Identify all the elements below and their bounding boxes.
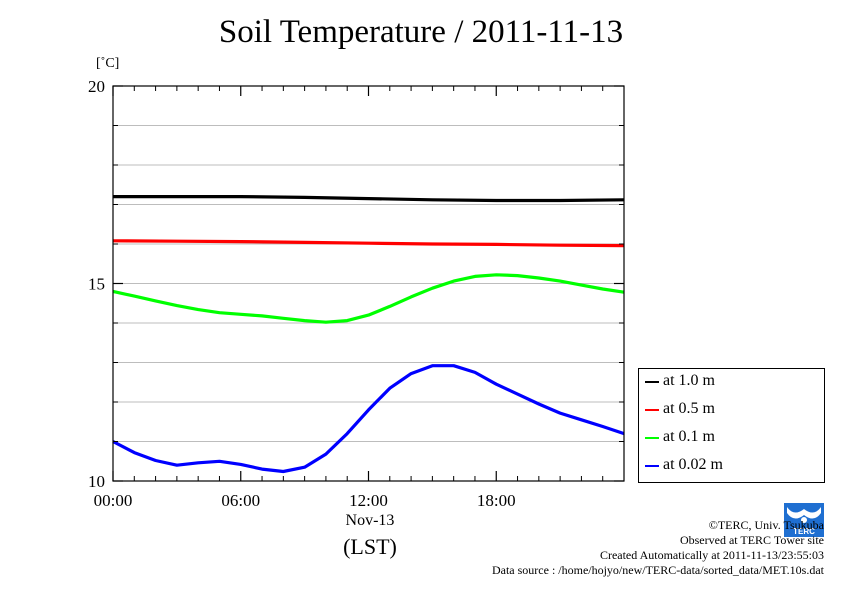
axis-ticks: 10 15 20 00:00 06:00 12:00 18:00 — [88, 77, 624, 510]
x-tick-label: 06:00 — [221, 491, 260, 510]
legend-label: at 0.1 m — [663, 428, 715, 445]
legend-swatch-blue — [645, 465, 659, 467]
chart-legend: at 1.0 m at 0.5 m at 0.1 m at 0.02 m — [638, 368, 825, 483]
series-line-4 — [112, 364, 625, 474]
y-axis-unit-label: [˚C] — [96, 56, 120, 71]
gridlines — [113, 125, 624, 442]
legend-item-1.0m: at 1.0 m — [645, 369, 821, 397]
x-tick-label: 00:00 — [94, 491, 133, 510]
copyright-text: ©TERC, Univ. Tsukuba — [708, 518, 824, 532]
legend-item-0.1m: at 0.1 m — [645, 425, 821, 453]
terc-logo-icon: TERC — [784, 503, 824, 537]
x-axis-date-label: Nov-13 — [345, 512, 395, 529]
y-tick-label: 10 — [88, 472, 105, 491]
legend-item-0.02m: at 0.02 m — [645, 453, 821, 481]
series-layer — [112, 195, 625, 474]
x-tick-label: 12:00 — [349, 491, 388, 510]
legend-swatch-green — [645, 437, 659, 439]
legend-label: at 0.5 m — [663, 400, 715, 417]
site-text: Observed at TERC Tower site — [679, 533, 824, 547]
legend-label: at 0.02 m — [663, 456, 723, 473]
series-line-2 — [112, 239, 625, 248]
legend-swatch-black — [645, 381, 659, 383]
legend-swatch-red — [645, 409, 659, 411]
legend-label: at 1.0 m — [663, 372, 715, 389]
credits-block: ©TERC, Univ. Tsukuba Observed at TERC To… — [492, 518, 824, 578]
x-tick-label: 18:00 — [477, 491, 516, 510]
series-line-1 — [113, 195, 625, 203]
chart-title: Soil Temperature / 2011-11-13 — [218, 14, 624, 50]
y-tick-label: 15 — [88, 275, 105, 294]
logo-text: TERC — [793, 527, 815, 536]
y-tick-label: 20 — [88, 77, 105, 96]
legend-item-0.5m: at 0.5 m — [645, 397, 821, 425]
data-source-text: Data source : /home/hojyo/new/TERC-data/… — [491, 563, 824, 577]
created-text: Created Automatically at 2011-11-13/23:5… — [599, 548, 824, 562]
series-line-3 — [112, 273, 625, 324]
x-axis-title: (LST) — [343, 534, 397, 559]
